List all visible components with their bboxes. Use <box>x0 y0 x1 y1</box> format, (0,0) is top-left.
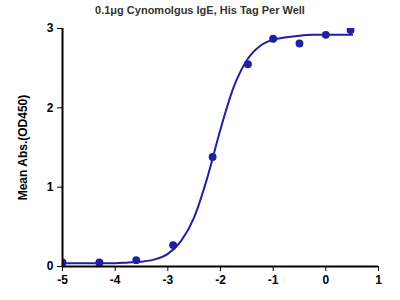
svg-text:0: 0 <box>47 259 54 273</box>
svg-text:-1: -1 <box>268 273 279 287</box>
svg-text:-5: -5 <box>57 273 68 287</box>
svg-text:1: 1 <box>47 180 54 194</box>
svg-text:-2: -2 <box>215 273 226 287</box>
svg-text:2: 2 <box>47 101 54 115</box>
svg-text:3: 3 <box>47 21 54 35</box>
svg-text:0: 0 <box>322 273 329 287</box>
svg-text:1: 1 <box>375 273 382 287</box>
svg-text:-3: -3 <box>162 273 173 287</box>
svg-text:Mean Abs.(OD450): Mean Abs.(OD450) <box>16 95 30 201</box>
html-text:0.1μg Cynomolgus IgE, His Tag: 0.1μg Cynomolgus IgE, His Tag Per Well <box>95 4 305 16</box>
svg-text:-4: -4 <box>110 273 121 287</box>
